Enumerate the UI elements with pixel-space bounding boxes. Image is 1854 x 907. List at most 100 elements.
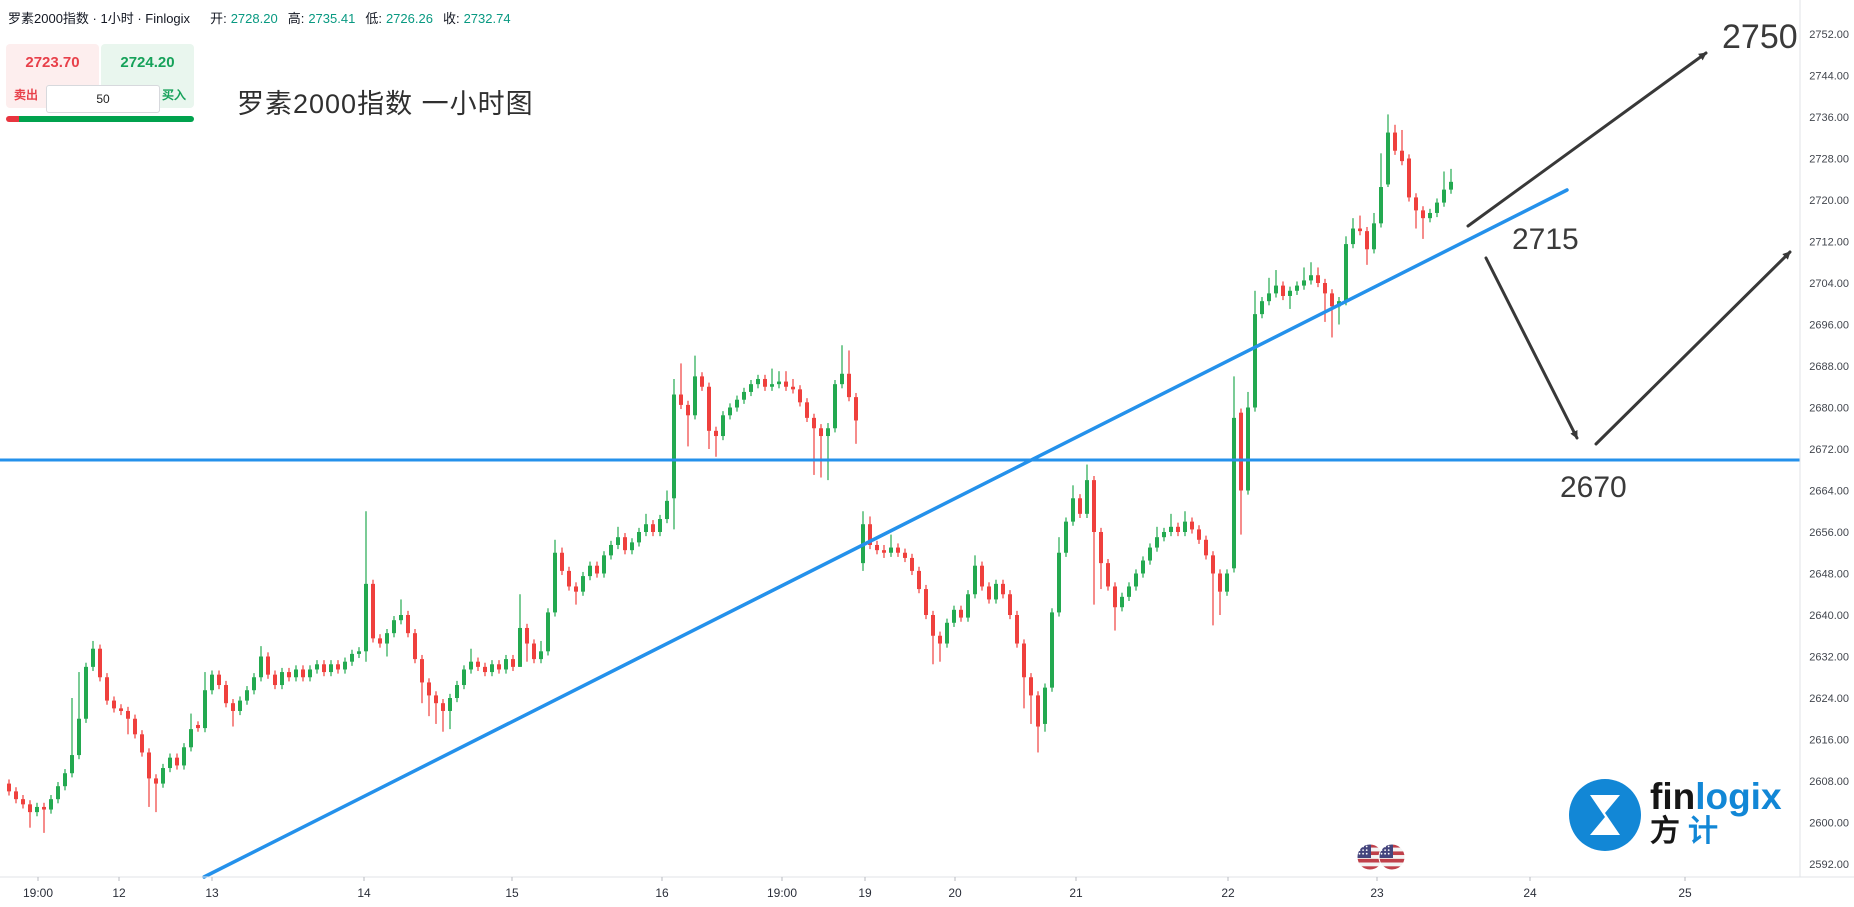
candle-body xyxy=(623,537,627,551)
candle-body xyxy=(259,656,263,678)
candle-body xyxy=(553,552,557,613)
time-tick-label: 13 xyxy=(205,886,219,900)
candle-body xyxy=(1211,555,1215,574)
candle-body xyxy=(826,428,830,437)
candle-body xyxy=(672,394,676,499)
candle-body xyxy=(49,799,53,810)
candle-body xyxy=(581,576,585,592)
candle-body xyxy=(441,703,445,711)
time-tick-label: 23 xyxy=(1370,886,1384,900)
candle-body xyxy=(819,428,823,437)
time-tick-label: 14 xyxy=(357,886,371,900)
candle-body xyxy=(644,524,648,532)
candle-body xyxy=(1064,521,1068,553)
candle-body xyxy=(175,757,179,766)
candle-body xyxy=(224,685,228,704)
ascending-trendline[interactable] xyxy=(202,188,1569,879)
candle-body xyxy=(1274,285,1278,294)
candle-body xyxy=(784,381,788,387)
us-flag-icon xyxy=(1356,843,1406,871)
candle-body xyxy=(574,586,578,592)
sell-ratio-segment xyxy=(6,116,20,122)
candle-body xyxy=(168,757,172,769)
candle-body xyxy=(609,544,613,556)
candle-body xyxy=(854,397,858,421)
candle-body xyxy=(1344,244,1348,302)
sell-price[interactable]: 2723.70 xyxy=(25,53,80,71)
projection-arrow-3[interactable] xyxy=(1594,250,1792,446)
candle-body xyxy=(1449,181,1453,190)
candle-body xyxy=(595,565,599,574)
candle-body xyxy=(91,648,95,667)
candle-body xyxy=(1092,480,1096,532)
candle-body xyxy=(63,773,67,787)
sentiment-bar xyxy=(6,116,194,122)
price-tick-label: 2704.00 xyxy=(1809,278,1849,290)
sell-label: 卖出 xyxy=(14,87,39,102)
candle-body xyxy=(1232,417,1236,569)
candle-body xyxy=(840,373,844,385)
candle-body xyxy=(1295,285,1299,291)
candle-body xyxy=(679,394,683,405)
candle-body xyxy=(455,685,459,698)
candle-body xyxy=(1428,212,1432,219)
candle-body xyxy=(329,664,333,673)
candle-body xyxy=(693,376,697,416)
candle-body xyxy=(945,622,949,644)
buy-price[interactable]: 2724.20 xyxy=(120,53,175,71)
candle-body xyxy=(399,615,403,621)
candle-body xyxy=(448,698,452,711)
candle-body xyxy=(427,682,431,696)
low-label: 低: xyxy=(365,11,382,26)
candle-body xyxy=(1421,210,1425,219)
projection-arrow-1[interactable] xyxy=(1466,51,1708,228)
candle-body xyxy=(1316,275,1320,283)
candle-body xyxy=(1008,594,1012,615)
candle-body xyxy=(910,557,914,571)
time-axis[interactable]: 19:00 12 13 14 15 16 19:00 19 20 21 22 23 24 25 xyxy=(23,877,1692,900)
candle-body xyxy=(1379,187,1383,224)
price-target-label: 2670 xyxy=(1560,471,1627,504)
candle-body xyxy=(364,583,368,652)
time-tick-label: 19 xyxy=(858,886,872,900)
candle-body xyxy=(1036,695,1040,727)
candle-body xyxy=(1253,314,1257,408)
candle-body xyxy=(763,378,767,387)
candle-body xyxy=(504,659,508,670)
price-tick-label: 2680.00 xyxy=(1809,403,1849,415)
candle-body xyxy=(1358,228,1362,232)
quantity-input[interactable] xyxy=(46,85,160,113)
candle-body xyxy=(749,384,753,392)
candle-body xyxy=(1309,275,1313,281)
candle-body xyxy=(112,700,116,709)
candle-body xyxy=(518,627,522,667)
candle-body xyxy=(889,547,893,553)
candle-body xyxy=(1246,407,1250,491)
candle-body xyxy=(392,620,396,634)
trade-widget: 2723.70 卖出 2724.20 买入 xyxy=(6,44,194,122)
time-tick-label: 21 xyxy=(1069,886,1083,900)
candle-body xyxy=(924,589,928,615)
candle-body xyxy=(245,690,249,701)
candle-body xyxy=(1197,529,1201,540)
candle-body xyxy=(21,799,25,805)
candle-body xyxy=(469,661,473,670)
projection-arrow-2[interactable] xyxy=(1484,256,1579,440)
candle-body xyxy=(140,734,144,753)
candle-body xyxy=(217,674,221,686)
close-label: 收: xyxy=(442,11,460,26)
candle-body xyxy=(805,402,809,418)
candle-body xyxy=(966,594,970,618)
candle-body xyxy=(497,664,501,670)
high-value: 2735.41 xyxy=(308,11,356,26)
time-tick-label: 20 xyxy=(948,886,962,900)
candle-body xyxy=(287,672,291,678)
candle-body xyxy=(1113,586,1117,608)
candle-body xyxy=(273,674,277,686)
candle-body xyxy=(1239,412,1243,491)
candle-body xyxy=(476,661,480,667)
candle-body xyxy=(14,791,18,800)
price-axis[interactable]: 2752.00 2744.00 2736.00 2728.00 2720.00 2712.… xyxy=(1809,29,1849,871)
